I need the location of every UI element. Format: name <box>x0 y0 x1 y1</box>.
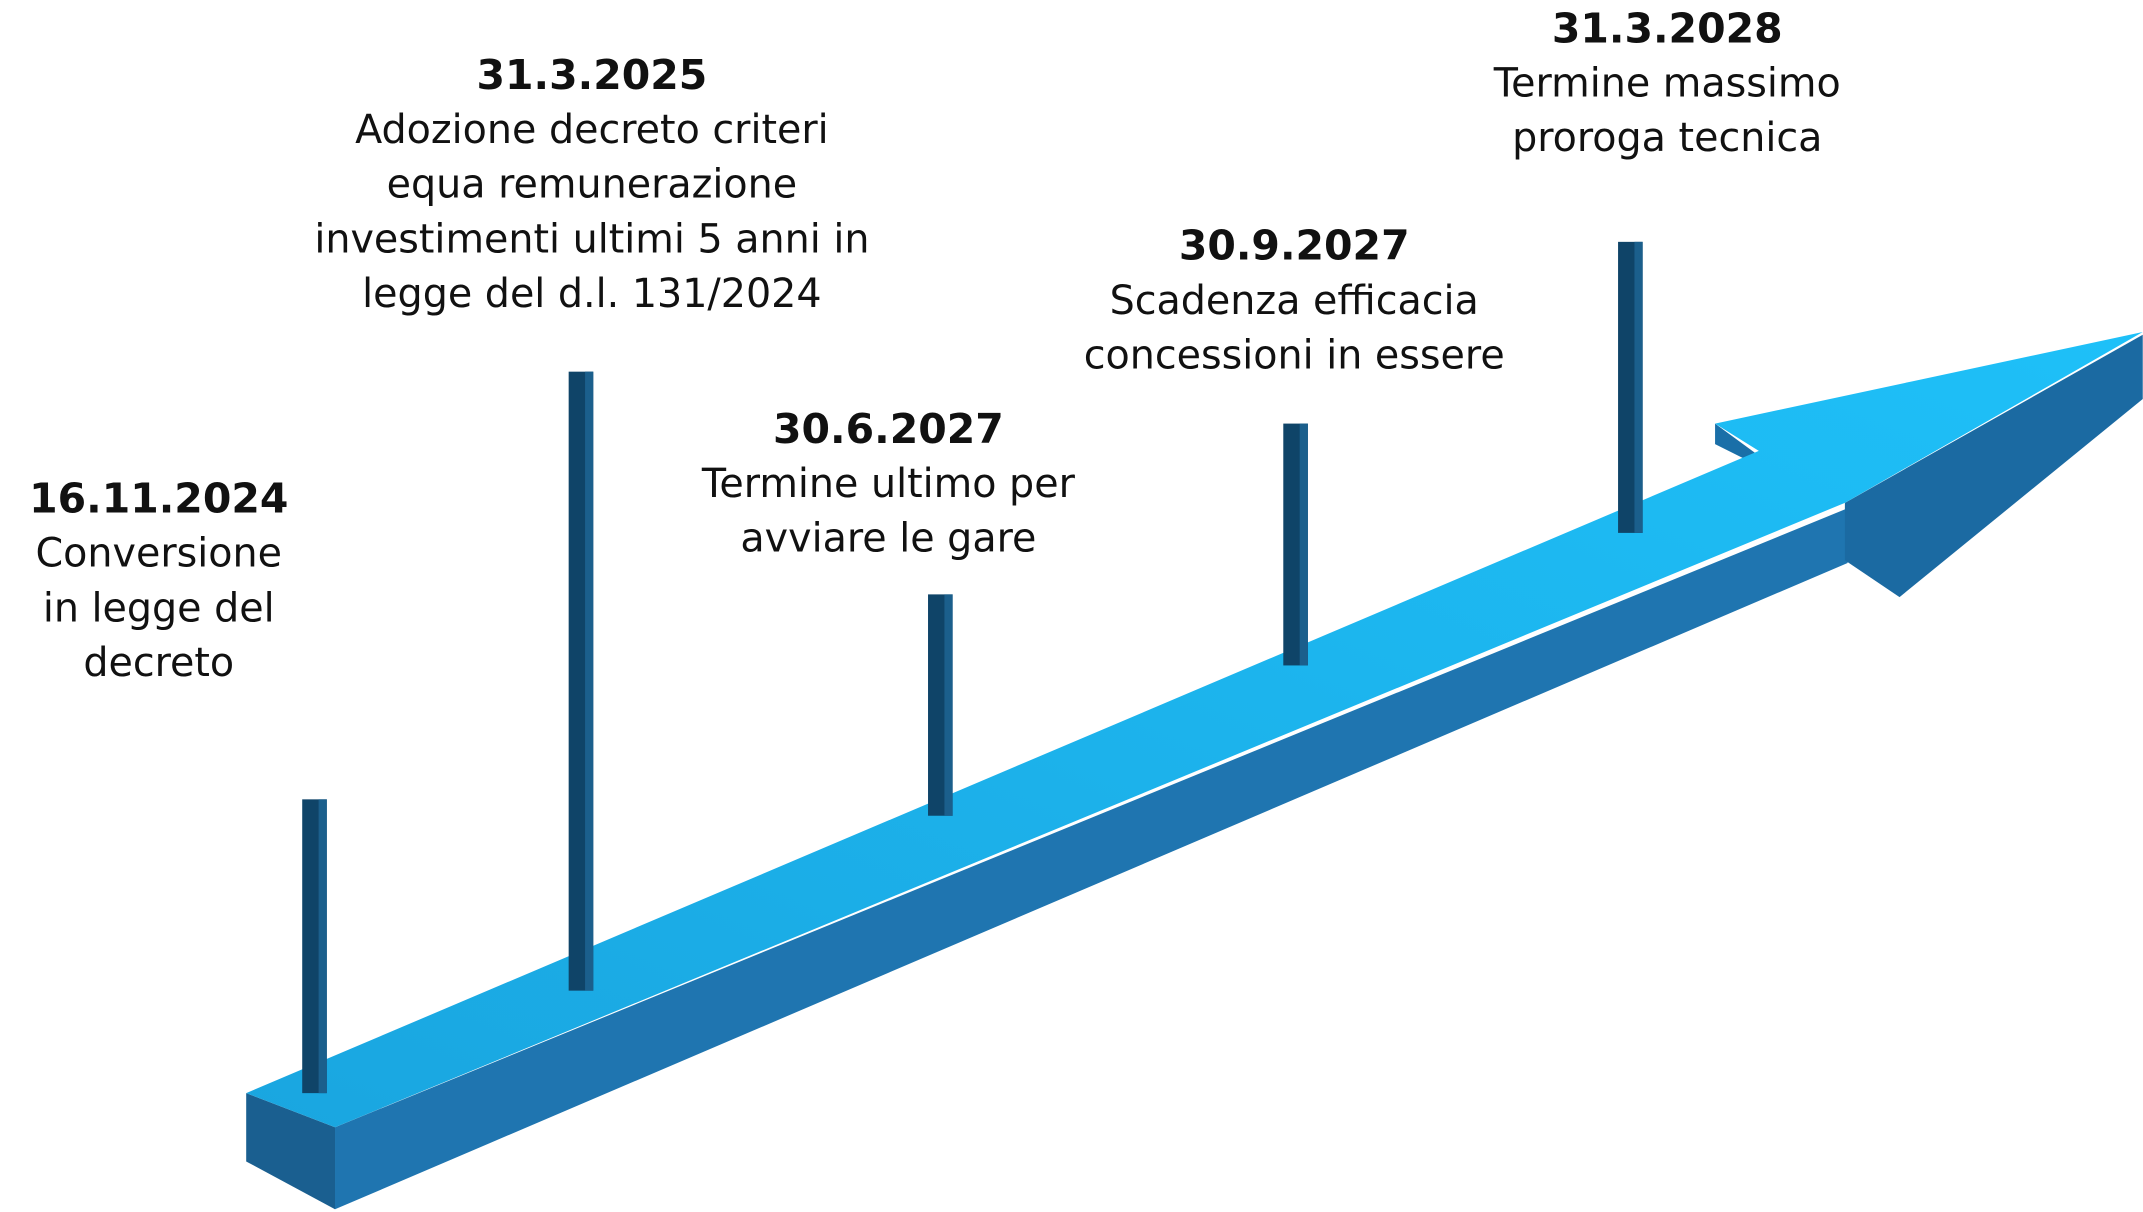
post-side <box>319 799 327 1093</box>
page: 16.11.2024 Conversione in legge del decreto… <box>0 0 2143 1212</box>
event-description: Termine ultimo per <box>701 461 1076 507</box>
event-description: concessioni in essere <box>1084 332 1505 378</box>
event-date: 30.9.2027 <box>1179 222 1410 270</box>
event-description: legge del d.l. 131/2024 <box>362 271 821 317</box>
event-description: Scadenza efficacia <box>1110 278 1479 324</box>
post-side <box>585 372 593 991</box>
event-date: 16.11.2024 <box>29 474 288 522</box>
event-date: 30.6.2027 <box>773 405 1004 453</box>
event-description: Termine massimo <box>1493 61 1841 107</box>
event-description: equa remunerazione <box>387 162 797 208</box>
event-date: 31.3.2028 <box>1552 4 1783 52</box>
post-side <box>1300 424 1308 666</box>
event-description: avviare le gare <box>740 516 1036 562</box>
event-date: 31.3.2025 <box>477 51 708 99</box>
event-description: investimenti ultimi 5 anni in <box>314 216 869 262</box>
event-description: proroga tecnica <box>1512 115 1822 161</box>
post-side <box>1634 242 1642 533</box>
event-description: Conversione <box>36 531 282 577</box>
timeline-diagram: 16.11.2024 Conversione in legge del decreto… <box>0 0 2143 1212</box>
arrow <box>246 332 2143 1209</box>
event-description: in legge del <box>43 585 275 631</box>
post-side <box>944 594 952 815</box>
event-description: Adozione decreto criteri <box>355 107 829 153</box>
event-description: decreto <box>83 640 234 686</box>
